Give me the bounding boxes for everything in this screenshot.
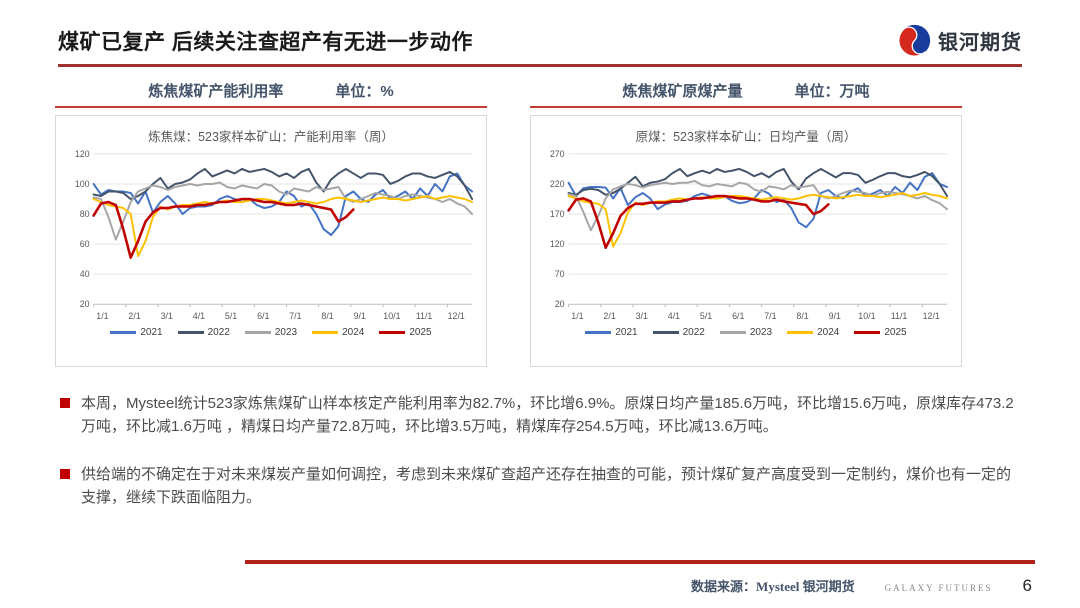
bullet-item: 供给端的不确定在于对未来煤炭产量如何调控，考虑到未来煤矿查超产还存在抽查的可能，… (60, 463, 1018, 510)
footer-divider (245, 560, 1035, 564)
section-header-production: 炼焦煤矿原煤产量 单位：万吨 (530, 80, 962, 108)
svg-text:5/1: 5/1 (225, 311, 237, 321)
production-plot: 20 70 120 170 220 270 1/1 2/1 3/1 4/1 5/1 6/1 7/1 8/1… (550, 149, 949, 321)
section-title: 炼焦煤矿原煤产量 (622, 83, 743, 100)
legend-item-2023: 2023 (719, 327, 772, 338)
svg-text:70: 70 (555, 269, 565, 279)
svg-text:9/1: 9/1 (354, 311, 366, 321)
legend-line-swatch (177, 331, 204, 334)
svg-text:270: 270 (550, 149, 565, 159)
data-source-label: 数据来源：Mysteel 银河期货 (691, 579, 855, 594)
svg-text:3/1: 3/1 (161, 311, 173, 321)
svg-text:8/1: 8/1 (796, 311, 808, 321)
logo-text: 银河期货 (938, 32, 1022, 54)
section-unit: 单位：% (335, 83, 394, 100)
legend-item-2023: 2023 (244, 327, 297, 338)
brand-label: GALAXY FUTURES (884, 583, 993, 593)
svg-text:12/1: 12/1 (923, 311, 940, 321)
chart-title: 原煤：523家样本矿山：日均产量（周） (635, 130, 857, 144)
legend-line-swatch (854, 331, 881, 334)
svg-text:170: 170 (550, 209, 565, 219)
chart-title: 炼焦煤：523家样本矿山：产能利用率（周） (148, 130, 394, 144)
galaxy-swirl-icon (898, 24, 931, 57)
legend-item-2021: 2021 (585, 327, 638, 338)
svg-text:3/1: 3/1 (636, 311, 648, 321)
legend-line-swatch (244, 331, 271, 334)
svg-text:7/1: 7/1 (764, 311, 776, 321)
svg-text:80: 80 (80, 209, 90, 219)
svg-text:1/1: 1/1 (96, 311, 108, 321)
svg-text:4/1: 4/1 (668, 311, 680, 321)
section-title: 炼焦煤矿产能利用率 (148, 83, 284, 100)
legend-item-2021: 2021 (110, 327, 163, 338)
svg-text:220: 220 (550, 179, 565, 189)
svg-text:40: 40 (80, 269, 90, 279)
svg-text:11/1: 11/1 (891, 311, 908, 321)
legend-line-swatch (312, 331, 339, 334)
bullet-item: 本周，Mysteel统计523家炼焦煤矿山样本核定产能利用率为82.7%，环比增… (60, 392, 1018, 439)
svg-text:10/1: 10/1 (383, 311, 400, 321)
legend-line-swatch (652, 331, 679, 334)
analysis-bullets: 本周，Mysteel统计523家炼焦煤矿山样本核定产能利用率为82.7%，环比增… (0, 367, 1080, 509)
svg-text:100: 100 (75, 179, 90, 189)
charts-row: 炼焦煤矿产能利用率 单位：% 炼焦煤：523家样本矿山：产能利用率（周） 20 4… (0, 80, 1080, 367)
bullet-square-icon (60, 398, 70, 408)
svg-text:12/1: 12/1 (448, 311, 465, 321)
svg-text:60: 60 (80, 239, 90, 249)
legend-item-2025: 2025 (379, 327, 432, 338)
section-header-utilization: 炼焦煤矿产能利用率 单位：% (55, 80, 487, 108)
svg-text:10/1: 10/1 (858, 311, 875, 321)
legend-item-2024: 2024 (312, 327, 364, 338)
legend-line-swatch (585, 331, 612, 334)
svg-text:2/1: 2/1 (603, 311, 615, 321)
svg-text:120: 120 (75, 149, 90, 159)
chart-section-utilization: 炼焦煤矿产能利用率 单位：% 炼焦煤：523家样本矿山：产能利用率（周） 20 4… (55, 80, 487, 367)
svg-text:11/1: 11/1 (416, 311, 433, 321)
svg-text:20: 20 (80, 299, 90, 309)
svg-text:9/1: 9/1 (829, 311, 841, 321)
production-legend: 2021 2022 2023 2024 2025 (539, 327, 953, 338)
legend-line-swatch (379, 331, 406, 334)
svg-text:120: 120 (550, 239, 565, 249)
page-title: 煤矿已复产 后续关注查超产有无进一步动作 (58, 31, 473, 54)
legend-line-swatch (110, 331, 137, 334)
legend-item-2024: 2024 (787, 327, 839, 338)
page-number: 6 (1022, 576, 1032, 595)
legend-line-swatch (719, 331, 746, 334)
svg-text:6/1: 6/1 (732, 311, 744, 321)
footer: 数据来源：Mysteel 银河期货 GALAXY FUTURES 6 (0, 560, 1080, 596)
bullet-text: 本周，Mysteel统计523家炼焦煤矿山样本核定产能利用率为82.7%，环比增… (81, 395, 1014, 436)
svg-text:4/1: 4/1 (193, 311, 205, 321)
bullet-text: 供给端的不确定在于对未来煤炭产量如何调控，考虑到未来煤矿查超产还存在抽查的可能，… (81, 465, 1012, 506)
legend-item-2022: 2022 (177, 327, 230, 338)
legend-line-swatch (787, 331, 814, 334)
svg-text:6/1: 6/1 (257, 311, 269, 321)
header: 煤矿已复产 后续关注查超产有无进一步动作 银河期货 (0, 0, 1080, 67)
utilization-legend: 2021 2022 2023 2024 2025 (64, 327, 478, 338)
chart-section-production: 炼焦煤矿原煤产量 单位：万吨 原煤：523家样本矿山：日均产量（周） 20 70 1… (530, 80, 962, 367)
svg-text:5/1: 5/1 (700, 311, 712, 321)
legend-item-2022: 2022 (652, 327, 705, 338)
svg-text:8/1: 8/1 (321, 311, 333, 321)
svg-text:7/1: 7/1 (289, 311, 301, 321)
galaxy-futures-logo: 银河期货 (898, 24, 1022, 57)
svg-text:20: 20 (555, 299, 565, 309)
title-underline (58, 64, 1022, 67)
svg-text:2/1: 2/1 (128, 311, 140, 321)
utilization-chart: 炼焦煤：523家样本矿山：产能利用率（周） 20 40 60 80 100 120 1/1 2… (55, 115, 487, 367)
section-unit: 单位：万吨 (794, 83, 870, 100)
utilization-plot: 20 40 60 80 100 120 1/1 2/1 3/1 4/1 5/1 6/1 7/1 8/1 9/… (75, 149, 474, 321)
svg-text:1/1: 1/1 (571, 311, 583, 321)
legend-item-2025: 2025 (854, 327, 907, 338)
bullet-square-icon (60, 468, 70, 479)
production-chart: 原煤：523家样本矿山：日均产量（周） 20 70 120 170 220 270 1/1 2… (530, 115, 962, 367)
